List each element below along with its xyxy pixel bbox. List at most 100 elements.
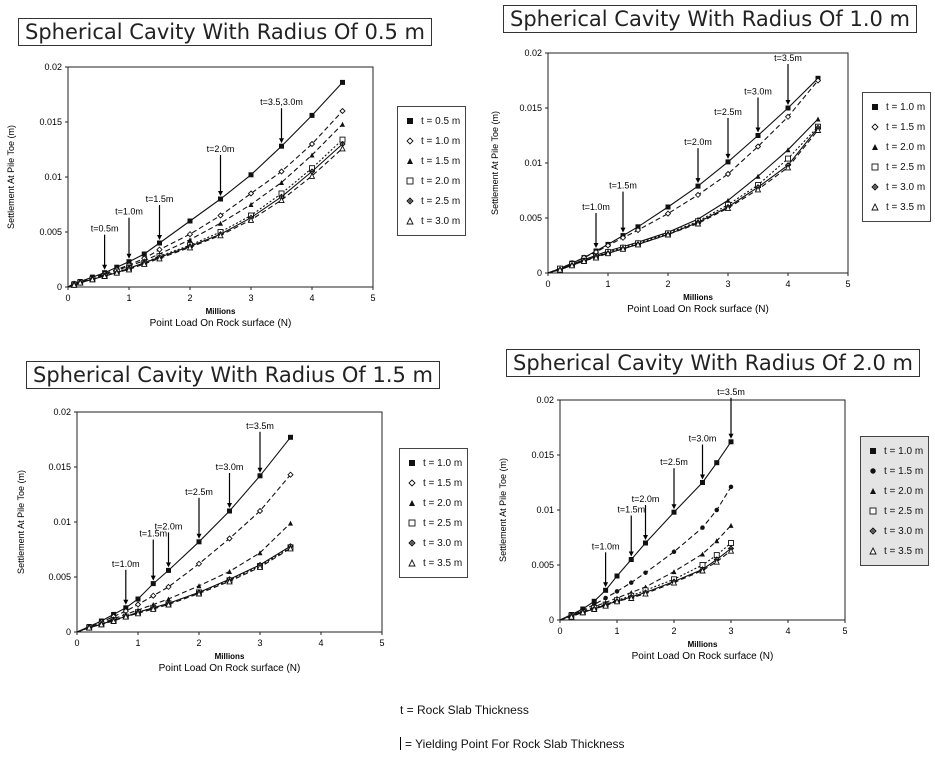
y-tick-label: 0.01	[53, 517, 71, 527]
x-tick-label: 3	[248, 293, 253, 303]
legend-marker-icon	[870, 468, 876, 474]
yield-arrowhead	[196, 533, 202, 539]
chart-title: Spherical Cavity With Radius Of 1.5 m	[26, 361, 440, 389]
data-point	[156, 246, 163, 253]
yield-arrowhead	[166, 562, 171, 568]
data-point	[728, 484, 734, 490]
x-tick-label: 0	[65, 293, 70, 303]
yield-arrowhead	[126, 253, 132, 259]
data-point	[196, 539, 202, 545]
legend-item: t = 2.5 m	[405, 513, 462, 533]
legend-label: t = 2.0 m	[886, 141, 926, 153]
data-point	[226, 535, 233, 542]
data-point	[339, 144, 346, 152]
data-point	[89, 275, 96, 283]
data-point	[754, 143, 762, 150]
legend-marker-icon	[408, 479, 416, 487]
y-tick-label: 0.02	[536, 395, 554, 405]
data-point	[614, 589, 620, 594]
x-tick-label: 1	[126, 293, 131, 303]
data-point	[406, 216, 414, 225]
data-point	[406, 197, 414, 205]
legend-label: t = 2.5 m	[421, 195, 461, 207]
yield-annotation: t=1.0m	[112, 559, 140, 569]
data-point	[728, 439, 734, 445]
legend-label: t = 2.5 m	[886, 161, 926, 173]
data-point	[700, 551, 705, 557]
data-point	[279, 143, 284, 149]
legend-marker-icon	[870, 488, 876, 494]
legend-marker-icon	[407, 158, 413, 164]
data-point	[754, 185, 762, 193]
x-tick-label: 3	[725, 279, 730, 289]
y-tick-label: 0.015	[519, 103, 542, 113]
legend-marker-icon	[406, 137, 414, 145]
data-point	[580, 257, 588, 264]
data-point	[340, 79, 345, 85]
x-tick-label: 2	[671, 626, 676, 636]
legend-item: t = 1.5 m	[866, 461, 923, 481]
data-point	[642, 590, 649, 597]
legend-marker-icon	[407, 118, 413, 124]
data-point	[634, 240, 642, 248]
y-tick-label: 0	[549, 615, 554, 625]
x-tick-label: 5	[370, 293, 375, 303]
data-point	[309, 152, 315, 158]
x-tick-label: 1	[614, 626, 619, 636]
data-point	[785, 147, 791, 153]
data-point	[872, 104, 878, 110]
data-point	[186, 243, 194, 251]
data-point	[70, 281, 78, 288]
series-line	[559, 525, 732, 621]
data-point	[187, 218, 193, 224]
x-tick-label: 2	[665, 279, 670, 289]
data-point	[227, 569, 232, 574]
y-tick-label: 0.02	[524, 48, 542, 58]
data-point	[113, 269, 121, 276]
x-tick-label: 3	[728, 626, 733, 636]
legend-item: t = 3.0 m	[403, 211, 460, 231]
data-point	[257, 473, 263, 479]
y-axis-label: Settlement At Pile Toe (m)	[16, 470, 26, 574]
legend-item: t = 1.0 m	[866, 441, 923, 461]
legend-item: t = 1.0 m	[403, 131, 460, 151]
footnote-yield: = Yielding Point For Rock Slab Thickness	[400, 737, 625, 751]
data-point	[406, 177, 414, 185]
x-axis-label: Point Load On Rock surface (N)	[159, 663, 301, 674]
data-point	[187, 237, 193, 243]
yield-annotation: t=2.5m	[714, 107, 742, 117]
data-point	[871, 183, 879, 191]
legend-label: t = 1.0 m	[423, 457, 463, 469]
yield-arrowhead	[157, 235, 162, 240]
legend-label: t = 1.0 m	[886, 101, 926, 113]
legend-item: t = 2.0 m	[405, 493, 462, 513]
data-point	[248, 202, 254, 207]
yield-arrowhead	[755, 127, 761, 133]
yield-annotation: t=3.5m	[717, 387, 745, 397]
legend-item: t = 3.0 m	[868, 177, 925, 197]
data-point	[755, 173, 761, 179]
data-point	[409, 460, 415, 466]
x-axis-label: Point Load On Rock surface (N)	[627, 304, 769, 315]
series	[67, 144, 346, 288]
data-point	[604, 242, 612, 249]
data-point	[150, 605, 157, 612]
data-point	[134, 601, 142, 608]
data-point	[755, 133, 761, 138]
data-point	[195, 589, 203, 597]
data-point	[217, 231, 224, 239]
x-tick-label: 5	[845, 279, 850, 289]
yield-annotation: t=1.5m	[146, 194, 174, 204]
y-tick-label: 0.015	[48, 462, 71, 472]
data-point	[156, 254, 163, 262]
chart-svg: 0 0.005 0.01 0.015 0.02 0 1 2 3 4 5 Millions Point L…	[490, 48, 851, 315]
data-point	[629, 580, 634, 585]
series	[76, 520, 293, 633]
yield-arrowhead	[218, 191, 223, 196]
y-tick-label: 0.005	[519, 213, 542, 223]
data-point	[309, 112, 315, 118]
data-point	[165, 583, 172, 591]
data-point	[869, 546, 877, 555]
data-point	[727, 547, 735, 554]
data-point	[590, 605, 598, 612]
